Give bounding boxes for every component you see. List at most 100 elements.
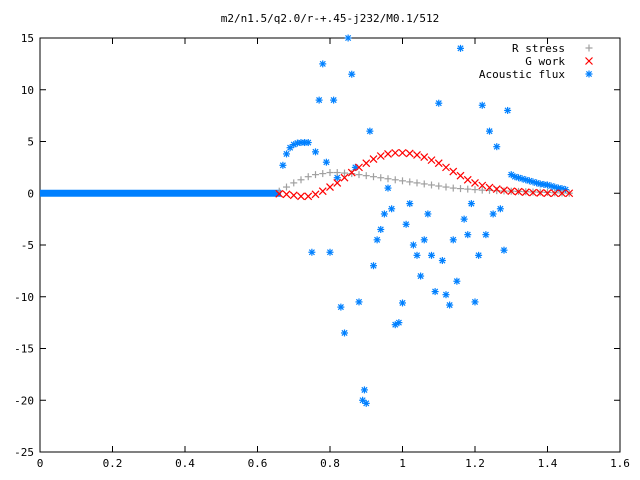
acoustic-flux-point bbox=[388, 205, 396, 213]
r-stress-point bbox=[341, 169, 348, 177]
g-work-point bbox=[275, 189, 284, 198]
r-stress-point bbox=[355, 171, 363, 179]
y-tick-label: -15 bbox=[14, 343, 34, 356]
r-stress-point bbox=[464, 185, 472, 193]
acoustic-flux-point bbox=[360, 386, 368, 394]
acoustic-flux-point bbox=[362, 399, 370, 407]
acoustic-flux-point bbox=[453, 277, 461, 285]
acoustic-flux-point bbox=[464, 231, 472, 239]
r-stress-point bbox=[312, 171, 319, 179]
g-work-point bbox=[449, 167, 458, 176]
g-work-point bbox=[529, 188, 537, 197]
r-stress-point bbox=[384, 175, 392, 183]
acoustic-flux-point bbox=[431, 288, 439, 296]
acoustic-flux-point bbox=[424, 210, 432, 218]
r-stress-point bbox=[457, 185, 464, 193]
g-work-point bbox=[362, 159, 371, 168]
acoustic-flux-point bbox=[348, 70, 356, 78]
acoustic-flux-point bbox=[406, 200, 414, 208]
acoustic-flux-point bbox=[344, 34, 352, 42]
r-stress-point bbox=[428, 181, 435, 189]
g-work-point bbox=[311, 190, 320, 199]
acoustic-flux-point bbox=[493, 143, 501, 151]
acoustic-flux-point bbox=[337, 303, 345, 311]
r-stress-point bbox=[406, 178, 414, 186]
r-stress-point bbox=[304, 173, 312, 181]
plot-frame bbox=[39, 37, 621, 453]
g-work-point bbox=[536, 189, 545, 197]
acoustic-flux-point bbox=[449, 236, 457, 244]
r-stress-point bbox=[399, 177, 406, 185]
r-stress-point bbox=[283, 183, 290, 191]
acoustic-flux-point bbox=[279, 161, 287, 169]
g-work-point bbox=[456, 171, 465, 180]
x-tick-label: 0 bbox=[37, 457, 44, 470]
r-stress-point bbox=[471, 186, 479, 194]
g-work-point bbox=[565, 189, 574, 198]
acoustic-flux-point bbox=[322, 158, 330, 166]
x-tick-label: 1.6 bbox=[610, 457, 630, 470]
y-tick-label: -20 bbox=[14, 394, 34, 407]
g-work-point bbox=[478, 181, 487, 190]
g-work-point bbox=[427, 156, 436, 165]
g-work-point bbox=[471, 178, 479, 187]
acoustic-flux-point bbox=[413, 251, 421, 259]
acoustic-flux-point bbox=[457, 44, 464, 52]
data-marks bbox=[275, 34, 574, 407]
y-tick-label: -5 bbox=[21, 239, 34, 252]
g-work-point bbox=[289, 191, 298, 200]
acoustic-flux-point bbox=[522, 176, 530, 184]
x-tick-label: 1.4 bbox=[538, 457, 558, 470]
r-stress-point bbox=[449, 184, 457, 192]
r-stress-point bbox=[319, 170, 327, 178]
g-work-point bbox=[507, 187, 516, 196]
acoustic-flux-point bbox=[438, 257, 446, 265]
g-work-point bbox=[347, 168, 356, 177]
acoustic-flux-baseline bbox=[40, 189, 282, 197]
acoustic-flux-point bbox=[326, 248, 334, 256]
acoustic-flux-point bbox=[402, 220, 410, 228]
axes bbox=[39, 37, 621, 453]
x-tick-label: 1 bbox=[399, 457, 406, 470]
y-tick-label: 5 bbox=[27, 136, 34, 149]
acoustic-flux-point bbox=[283, 150, 290, 158]
legend-marker bbox=[585, 70, 593, 78]
acoustic-flux-point bbox=[308, 248, 316, 256]
y-tick-label: 15 bbox=[21, 32, 34, 45]
acoustic-flux-point bbox=[471, 298, 479, 306]
acoustic-flux-point bbox=[442, 291, 450, 299]
g-work-point bbox=[318, 187, 327, 196]
acoustic-flux-point bbox=[547, 182, 555, 190]
acoustic-flux-point bbox=[312, 148, 319, 156]
y-tick-label: 0 bbox=[27, 187, 34, 200]
g-work-point bbox=[297, 192, 305, 201]
acoustic-flux-point bbox=[467, 200, 475, 208]
r-stress-point bbox=[391, 176, 399, 184]
g-work-point bbox=[558, 189, 566, 198]
acoustic-flux-baseline-band bbox=[40, 189, 282, 197]
x-tick-label: 0.8 bbox=[320, 457, 340, 470]
r-stress-point bbox=[420, 180, 428, 188]
r-stress-point bbox=[290, 179, 298, 187]
acoustic-flux-point bbox=[380, 210, 388, 218]
x-tick-label: 0.4 bbox=[175, 457, 195, 470]
acoustic-flux-point bbox=[500, 246, 508, 254]
g-work-point bbox=[355, 163, 363, 172]
r-stress-point bbox=[326, 169, 334, 177]
acoustic-flux-point bbox=[395, 319, 403, 327]
x-tick-label: 0.2 bbox=[103, 457, 123, 470]
r-stress-point bbox=[442, 183, 450, 191]
acoustic-flux-point bbox=[341, 329, 348, 337]
legend-label: R stress bbox=[512, 42, 565, 55]
r-stress-point bbox=[362, 172, 370, 180]
g-work-point bbox=[463, 175, 472, 184]
g-work-point bbox=[326, 183, 334, 191]
acoustic-flux-point bbox=[504, 106, 512, 114]
g-work-point bbox=[514, 187, 523, 196]
g-work-point bbox=[434, 159, 443, 168]
y-tick-label: -10 bbox=[14, 291, 34, 304]
g-work-point bbox=[391, 148, 400, 157]
acoustic-flux-point bbox=[420, 236, 428, 244]
